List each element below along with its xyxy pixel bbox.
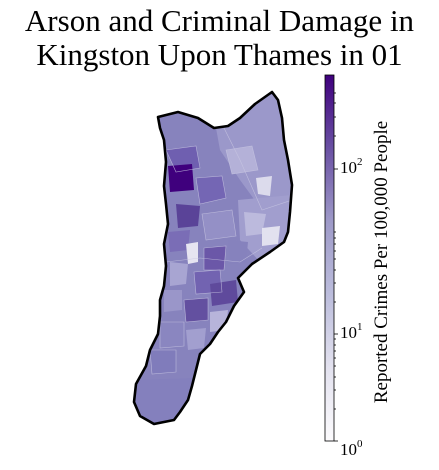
colorbar-ticks	[334, 92, 338, 442]
colorbar-tick-label-2: 102	[340, 156, 363, 177]
colorbar-gradient	[325, 75, 334, 441]
ward-patch	[244, 212, 266, 236]
ward-patch	[202, 210, 236, 240]
ward-patch	[150, 350, 176, 374]
ward-patch	[196, 176, 226, 204]
ward-patch	[228, 240, 248, 264]
ward-boundaries	[149, 119, 292, 375]
title-line-2: Kingston Upon Thames in 01	[36, 37, 403, 72]
ward-patch	[164, 290, 182, 312]
colorbar-tick-label-1: 101	[340, 321, 363, 342]
ward-light	[186, 242, 198, 264]
ward-patch	[170, 262, 188, 286]
ward-patch	[210, 280, 238, 306]
map-title: Arson and Criminal Damage in Kingston Up…	[0, 4, 439, 72]
ward-regions	[134, 92, 292, 424]
ward-patch	[204, 246, 226, 270]
ward-light	[256, 176, 272, 196]
title-line-1: Arson and Criminal Damage in	[24, 3, 415, 38]
ward-patch	[186, 328, 206, 350]
colorbar-frame	[324, 74, 335, 442]
colorbar-tick-label-0: 100	[340, 438, 363, 459]
ward-highest	[168, 164, 194, 192]
ward-light	[262, 226, 280, 246]
colorbar	[324, 74, 338, 442]
ward-patch	[160, 322, 184, 348]
ward-patch	[168, 230, 190, 252]
ward-patch	[176, 204, 200, 228]
ward-patch	[184, 298, 208, 322]
ward-patch	[226, 146, 258, 174]
